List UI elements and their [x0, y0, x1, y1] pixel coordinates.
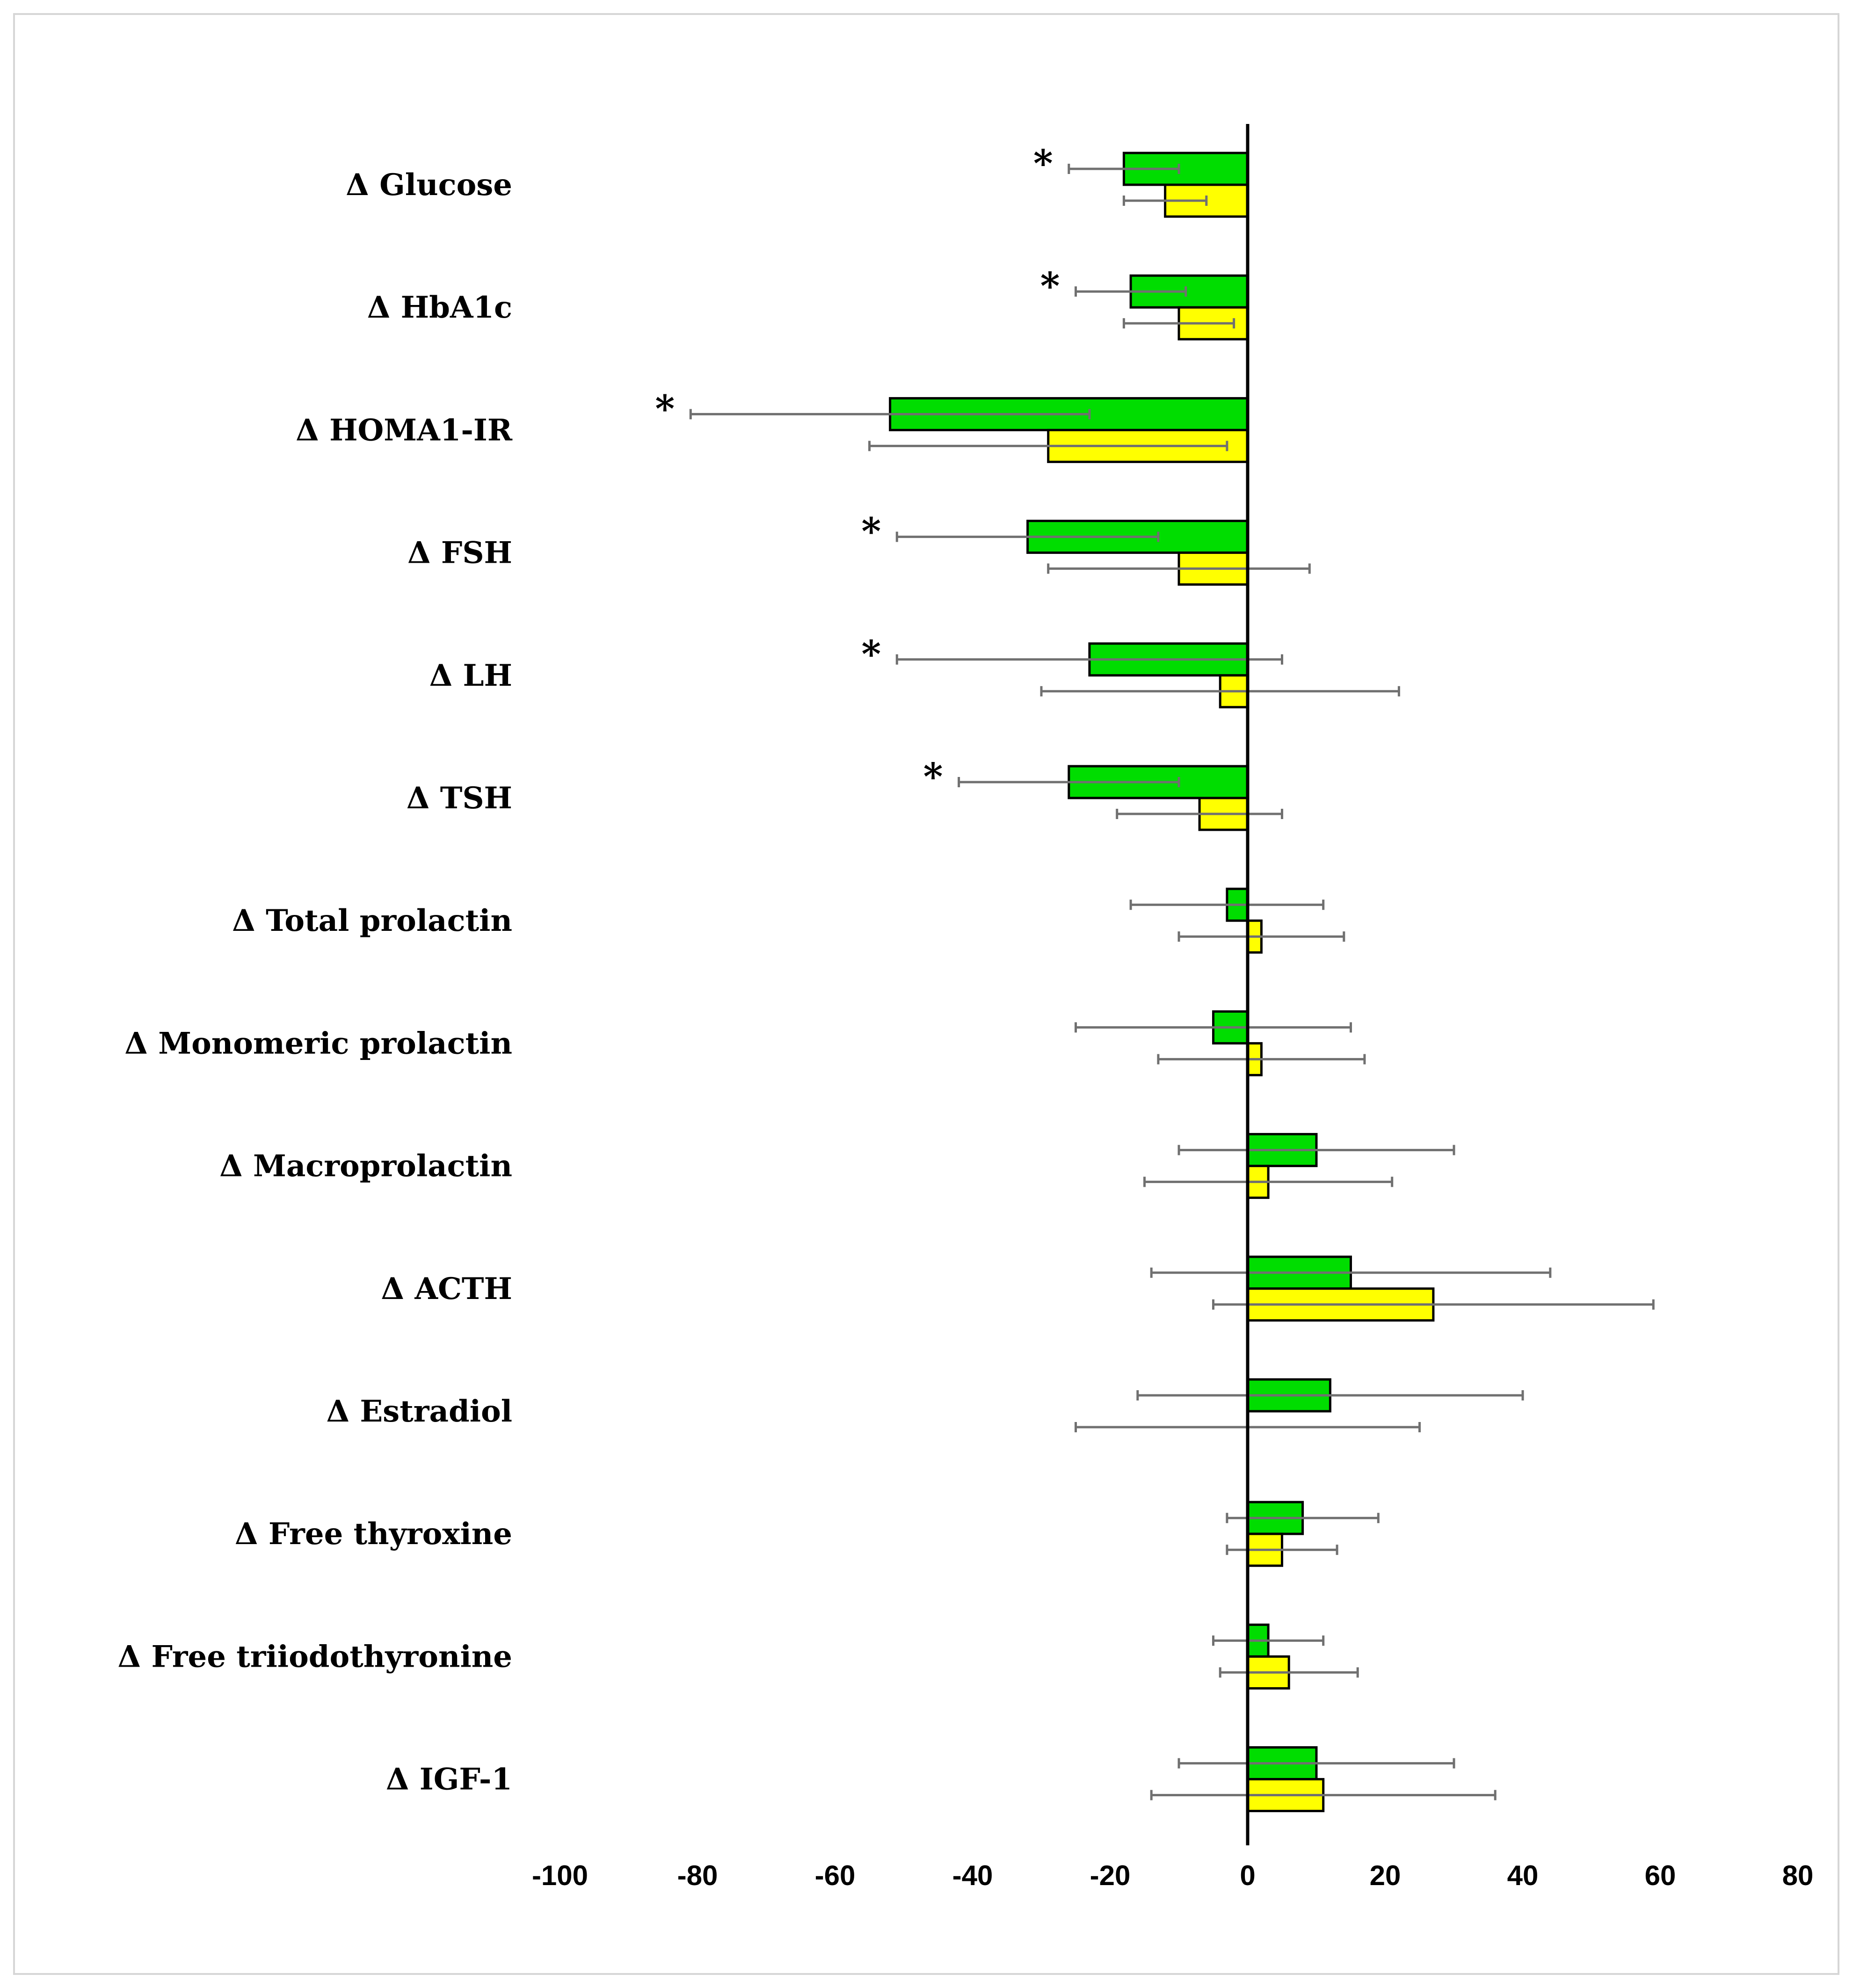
x-tick-label: 0 [1240, 1860, 1255, 1891]
x-tick-label: 60 [1645, 1860, 1676, 1891]
category-label: Δ HbA1c [367, 290, 512, 325]
x-tick-label: 80 [1782, 1860, 1814, 1891]
category-label: Δ Macroprolactin [219, 1149, 512, 1184]
category-labels-layer: Δ Glucose Δ HbA1c Δ HOMA1-IR Δ FSH Δ LH Δ TSH… [118, 167, 513, 1797]
category-label: Δ ACTH [381, 1271, 512, 1306]
category-label: Δ HOMA1-IR [296, 413, 513, 448]
x-tick-label: 40 [1507, 1860, 1539, 1891]
significance-star: * [861, 632, 881, 676]
category-label: Δ Glucose [346, 167, 512, 203]
category-label: Δ IGF-1 [386, 1762, 512, 1797]
category-label: Δ FSH [407, 536, 512, 571]
category-label: Δ Total prolactin [232, 903, 512, 938]
x-tick-label: -80 [677, 1860, 718, 1891]
significance-star: * [861, 509, 881, 553]
significance-star: * [1033, 141, 1053, 185]
category-label: Δ Free triiodothyronine [118, 1639, 513, 1674]
x-tick-label: -40 [952, 1860, 993, 1891]
significance-star: * [923, 755, 943, 798]
x-tick-label: -100 [532, 1860, 588, 1891]
category-label: Δ Estradiol [326, 1394, 512, 1429]
x-tick-labels-layer: -100 -80 -60 -40 -20 0 20 40 60 80 [532, 1860, 1813, 1891]
category-label: Δ LH [429, 658, 512, 693]
x-tick-label: 20 [1370, 1860, 1401, 1891]
significance-star: * [1040, 264, 1060, 308]
category-label: Δ Monomeric prolactin [124, 1026, 512, 1061]
category-label: Δ TSH [407, 781, 512, 816]
significance-star: * [655, 386, 675, 430]
x-tick-label: -20 [1090, 1860, 1131, 1891]
category-label: Δ Free thyroxine [235, 1516, 512, 1552]
chart-frame [13, 13, 1839, 1975]
error-bars-layer [689, 164, 1655, 1800]
significance-markers-layer: * * * * * * [655, 141, 1060, 798]
x-tick-label: -60 [815, 1860, 856, 1891]
